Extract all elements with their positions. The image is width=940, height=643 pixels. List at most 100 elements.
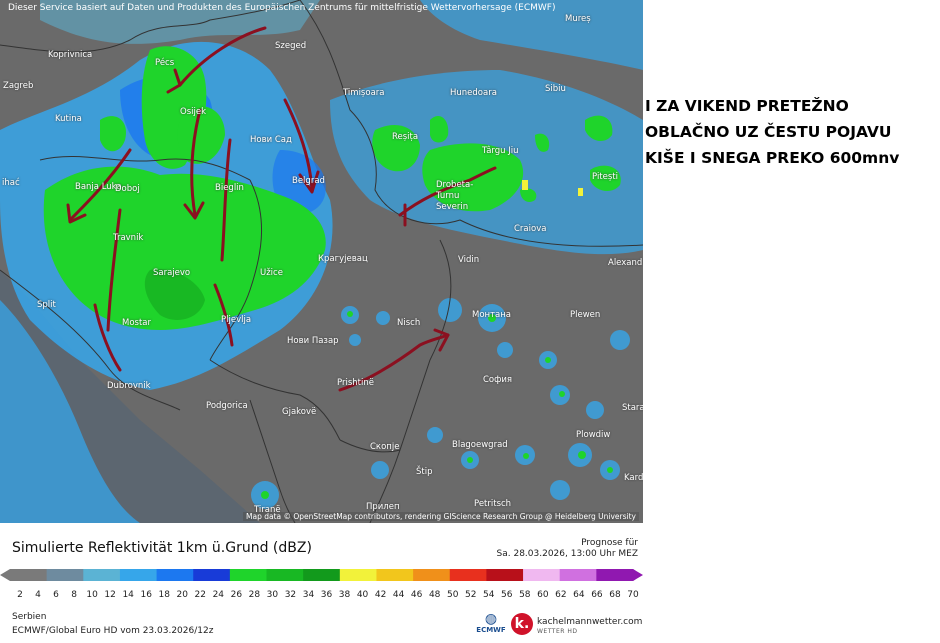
scale-tick-label: 54 [483,590,495,600]
scale-swatch [559,569,597,581]
city-label: Монтана [472,310,512,320]
ecmwf-logo: ◍ ECMWF [474,612,508,634]
scale-tick-label: 48 [428,590,441,600]
scale-arrow-left [0,569,10,581]
reflectivity-layer [0,0,643,523]
scale-tick-label: 28 [248,590,261,600]
city-label: Dubrovnik [107,381,151,391]
scale-swatch [156,569,194,581]
city-label: Bieglin [215,183,244,193]
city-label: Hunedoara [450,88,497,98]
ecmwf-text: ECMWF [476,626,506,634]
city-label: София [483,375,513,385]
scale-tick-label: 6 [53,590,59,600]
scale-tick-label: 60 [537,590,549,600]
city-label: Blagoewgrad [452,440,508,450]
scale-swatch [486,569,524,581]
scale-tick-label: 50 [446,590,459,600]
scale-tick-label: 10 [86,590,98,600]
city-label: Прилеп [366,502,400,512]
city-label: Нови Пазар [287,336,339,346]
city-label: Split [37,300,56,310]
city-label: Podgorica [206,401,248,411]
scale-tick-label: 24 [212,590,225,600]
scale-swatch [119,569,158,581]
city-label: Pitești [592,172,618,182]
city-label: Zagreb [3,81,34,91]
scale-tick-label: 26 [230,590,243,600]
city-label: Gjakovë [282,407,317,417]
city-label: Nisch [397,318,421,328]
scale-tick-label: 62 [555,590,567,600]
scale-tick-label: 56 [501,590,513,600]
scale-tick-label: 30 [266,590,279,600]
ecmwf-globe-icon: ◍ [484,611,498,627]
forecast-label: Prognose für [581,538,638,548]
city-label: Reșița [392,132,419,142]
scale-arrow-right [633,569,643,581]
scale-tick-label: 66 [591,590,603,600]
city-label: Plowdiw [576,430,611,440]
city-label: ihać [2,178,20,188]
city-label: Travnik [113,233,144,243]
scale-tick-label: 32 [284,590,297,600]
city-label: Târgu Jiu [482,146,519,156]
forecast-headline: I ZA VIKEND PRETEŽNO OBLAČNO UZ ČESTU PO… [645,93,940,171]
site-subtitle: WETTER HD [537,628,578,635]
city-label: Pljevlja [221,315,252,325]
scale-tick-label: 46 [410,590,423,600]
scale-tick-label: 8 [71,590,77,600]
scale-tick-label: 36 [320,590,333,600]
region-label: Serbien [12,612,47,622]
city-label: Banja Luka [75,182,122,192]
city-label: Скопје [370,442,400,452]
scale-tick-label: 40 [356,590,369,600]
scale-swatch [339,569,377,581]
city-label: Prishtinë [337,378,374,388]
scale-tick-label: 14 [122,590,134,600]
scale-tick-label: 44 [392,590,405,600]
scale-tick-label: 68 [609,590,621,600]
scale-tick-label: 64 [573,590,585,600]
scale-tick-label: 52 [465,590,477,600]
scale-swatch [523,569,561,581]
city-label: Sibiu [545,84,566,94]
scale-tick-label: 58 [519,590,531,600]
site-name[interactable]: kachelmannwetter.com [537,617,643,627]
headline-line: KIŠE I SNEGA PREKO 600mnv [645,149,900,167]
forecast-time: Sa. 28.03.2026, 13:00 Uhr MEZ [496,549,638,559]
scale-swatch [46,569,84,581]
scale-tick-label: 34 [302,590,315,600]
color-scale-bar [0,569,643,581]
scale-swatch [413,569,451,581]
city-label: Petritsch [474,499,512,509]
city-label: Mureș [565,14,591,24]
city-label: Tiranë [254,505,281,515]
scale-swatch [193,569,231,581]
city-label: Mostar [122,318,151,328]
city-label: Doboj [115,184,140,194]
headline-line: OBLAČNO UZ ČESTU POJAVU [645,123,892,141]
scale-swatch [376,569,414,581]
scale-tick-label: 12 [104,590,116,600]
scale-tick-label: 4 [35,590,41,600]
kachelmann-logo[interactable]: k. [511,613,533,635]
city-label: Kutina [55,114,82,124]
scale-tick-label: 42 [374,590,387,600]
city-label: Kards [624,473,643,483]
scale-swatch [596,569,634,581]
city-label: Drobeta-Turnu Severin [436,180,474,212]
scale-tick-label: 20 [176,590,188,600]
scale-tick-label: 22 [194,590,206,600]
scale-tick-label: 38 [338,590,351,600]
scale-tick-label: 18 [158,590,170,600]
radar-map[interactable]: Dieser Service basiert auf Daten und Pro… [0,0,643,523]
city-label: Koprivnica [48,50,93,60]
scale-swatch [229,569,268,581]
city-label: Sarajevo [153,268,191,278]
city-label: Timișoara [343,88,385,98]
city-label: Plewen [570,310,601,320]
city-label: Stara [622,403,643,413]
city-label: Vidin [458,255,480,265]
legend-title: Simulierte Reflektivität 1km ü.Grund (dB… [12,540,312,556]
